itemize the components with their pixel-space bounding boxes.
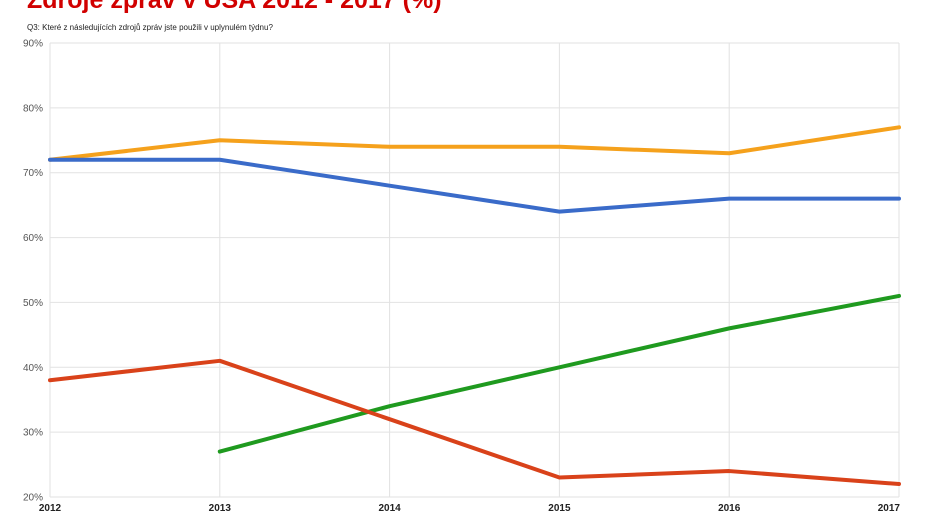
y-tick-label: 70% <box>23 168 43 179</box>
x-tick-label: 2012 <box>39 503 62 514</box>
series-lines <box>48 125 901 487</box>
x-tick-label: 2015 <box>548 503 571 514</box>
y-tick-label: 40% <box>23 363 43 374</box>
x-tick-label: 2013 <box>209 503 232 514</box>
x-axis-ticks: 2012 2013 2014 2015 2016 2017 <box>39 503 901 514</box>
y-tick-label: 60% <box>23 233 43 244</box>
grid <box>49 42 900 498</box>
series-line-1 <box>48 125 901 162</box>
series-line-2 <box>48 157 901 214</box>
y-tick-label: 50% <box>23 298 43 309</box>
series-line-4 <box>48 358 901 487</box>
y-tick-label: 80% <box>23 103 43 114</box>
x-tick-label: 2016 <box>718 503 741 514</box>
chart-subtitle: Q3: Které z následujících zdrojů zpráv j… <box>27 23 273 32</box>
y-axis-ticks: 20% 30% 40% 50% 60% 70% 80% 90% <box>23 39 43 504</box>
chart-title: Zdroje zpráv v USA 2012 - 2017 (%) <box>27 0 442 14</box>
y-tick-label: 20% <box>23 493 43 504</box>
y-tick-label: 90% <box>23 39 43 50</box>
x-tick-label: 2014 <box>378 503 401 514</box>
y-tick-label: 30% <box>23 428 43 439</box>
x-tick-label: 2017 <box>878 503 901 514</box>
series-line-3 <box>217 293 901 454</box>
